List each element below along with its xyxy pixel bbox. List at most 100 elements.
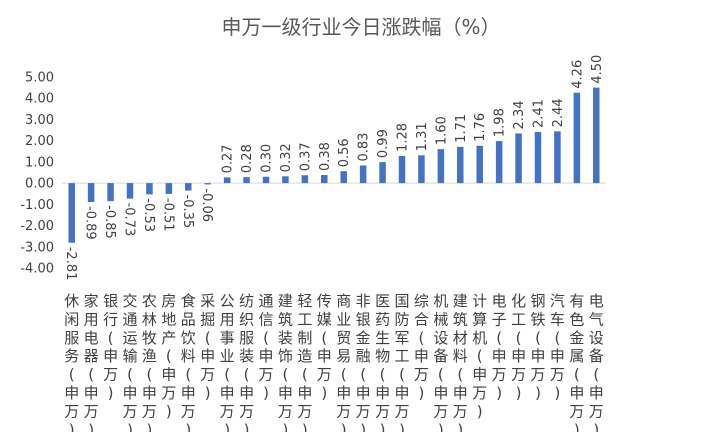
bar	[340, 171, 347, 184]
category-labels: 休闲服务(申万) 家用电器(申万) 银行(申万) 交通运输(申万) 农林牧渔(申万) 房地…	[64, 292, 604, 432]
data-label: 0.32	[279, 143, 294, 172]
bar	[243, 177, 250, 184]
data-labels: -2.81 -0.89 -0.85 -0.73 -0.53 -0.51 -0.35 -0.06…	[63, 55, 605, 281]
bar	[321, 175, 328, 184]
category-label: 家用电器(申万)	[84, 292, 99, 432]
category-label: 商业贸易(申万)	[336, 292, 351, 432]
bar	[87, 183, 95, 202]
data-label: 0.30	[260, 144, 275, 173]
category-label: 传媒(申万)	[317, 292, 332, 402]
y-tick-label: 0.00	[25, 177, 54, 192]
y-tick-label: 5.00	[25, 71, 54, 86]
data-label: 0.83	[357, 133, 372, 162]
data-label: 4.26	[570, 60, 585, 89]
bar	[515, 133, 522, 184]
data-label: 4.50	[590, 55, 605, 84]
category-label: 电气设备(申万)	[589, 292, 604, 432]
y-tick-label: -4.00	[20, 262, 54, 277]
y-tick-label: -3.00	[20, 240, 54, 255]
data-label: 0.28	[240, 144, 255, 173]
data-label: 2.41	[532, 99, 547, 128]
bar	[379, 162, 386, 184]
data-label: 1.98	[493, 108, 508, 137]
category-label: 公用事业(申万)	[220, 292, 235, 432]
category-label: 轻工制造(申万)	[297, 292, 312, 432]
data-label: 0.27	[221, 144, 236, 173]
bar	[593, 87, 600, 184]
category-label: 机械设备(申万)	[433, 292, 448, 432]
y-tick-label: 2.00	[25, 134, 54, 149]
category-label: 建筑装饰(申万)	[278, 292, 293, 432]
data-label: 0.56	[337, 138, 352, 167]
data-label: -0.06	[199, 188, 214, 222]
bar	[107, 183, 114, 202]
bar	[126, 183, 134, 199]
category-label: 有色金属(申万)	[569, 292, 584, 432]
y-tick-label: -1.00	[20, 198, 54, 213]
bar	[554, 131, 561, 184]
y-tick-label: 4.00	[25, 92, 54, 107]
bar	[185, 183, 192, 191]
chart-title: 申万一级行业今日涨跌幅（%）	[221, 15, 500, 39]
category-label: 汽车(申万)	[550, 292, 565, 402]
data-label: -2.81	[63, 247, 78, 281]
category-label: 化工(申万)	[511, 292, 526, 402]
data-label: -0.35	[180, 195, 195, 229]
category-label: 医药生物(申万)	[375, 292, 390, 432]
category-label: 建筑材料(申万)	[453, 292, 468, 432]
data-label: 0.38	[318, 142, 333, 171]
data-label: 0.99	[376, 129, 391, 158]
bar	[165, 183, 173, 194]
data-label: 1.71	[454, 114, 469, 143]
bar	[282, 176, 289, 184]
data-label: 1.28	[396, 123, 411, 152]
category-label: 电子(申万)	[492, 292, 507, 402]
data-label: 2.44	[551, 98, 566, 127]
category-label: 综合(申万)	[414, 292, 429, 402]
category-label: 房地产(申万)	[161, 292, 176, 420]
bar	[573, 92, 581, 184]
category-label: 农林牧渔(申万)	[142, 292, 157, 432]
category-label: 银行(申万)	[103, 292, 118, 402]
data-label: 1.76	[473, 113, 488, 142]
category-label: 计算机(申万)	[472, 292, 487, 420]
category-label: 纺织服装(申万)	[239, 292, 254, 432]
data-label: 1.60	[434, 116, 449, 145]
bar	[476, 145, 483, 184]
bar	[534, 131, 542, 184]
category-label: 采掘(申万)	[200, 292, 215, 402]
category-label: 休闲服务(申万)	[64, 292, 79, 432]
bar	[68, 183, 75, 243]
bar	[223, 177, 231, 184]
data-label: -0.53	[141, 198, 156, 232]
bar	[495, 141, 503, 184]
data-label: -0.73	[122, 203, 137, 237]
bar	[204, 183, 211, 185]
bar	[418, 155, 425, 184]
category-label: 食品饮料(申万)	[181, 292, 196, 432]
data-label: -0.85	[102, 205, 117, 239]
category-label: 通信(申万)	[258, 292, 273, 402]
data-label: 1.31	[415, 122, 430, 151]
bar	[398, 155, 406, 184]
y-tick-label: 1.00	[25, 155, 54, 170]
bar	[301, 175, 309, 184]
category-label: 非银金融(申万)	[356, 292, 371, 432]
category-label: 交通运输(申万)	[122, 292, 137, 432]
bars	[68, 87, 600, 243]
bar	[262, 176, 270, 184]
bar	[146, 183, 153, 195]
data-label: -0.89	[83, 206, 98, 240]
bar	[437, 149, 445, 184]
data-label: 2.34	[512, 100, 527, 129]
data-label: 0.37	[298, 142, 313, 171]
bar	[359, 165, 367, 184]
y-tick-label: -2.00	[20, 219, 54, 234]
category-label: 钢铁(申万)	[530, 292, 545, 402]
data-label: -0.51	[160, 198, 175, 232]
bar	[457, 146, 464, 184]
y-tick-label: 3.00	[25, 113, 54, 128]
category-label: 国防军工(申万)	[394, 292, 409, 432]
